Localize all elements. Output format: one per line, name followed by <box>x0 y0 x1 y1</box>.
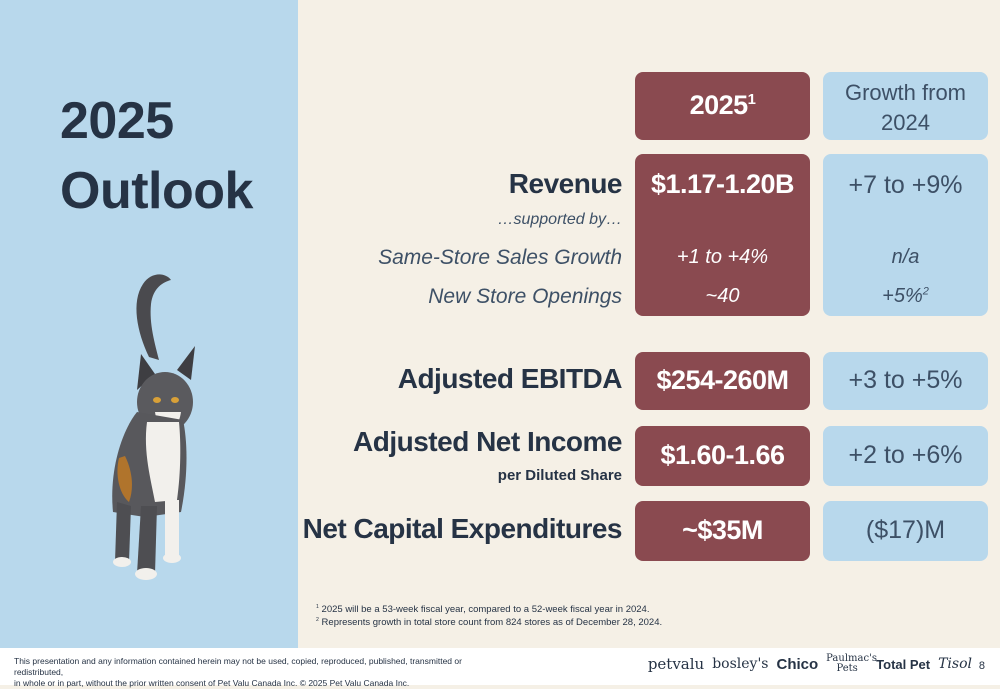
store-growth-footnote-marker: 2 <box>922 285 929 298</box>
disclaimer-line-2: in whole or in part, without the prior w… <box>14 678 410 688</box>
net-income-growth-box: +2 to +6% <box>823 426 988 486</box>
growth-header-line-2: 2024 <box>881 110 930 135</box>
revenue-growth-box: +7 to +9% n/a +5%2 <box>823 154 988 316</box>
year-header-box: 20251 <box>635 72 810 140</box>
growth-header-line-1: Growth from <box>844 80 967 105</box>
title-line-1: 2025 <box>60 92 174 150</box>
brand-bosleys-logo: bosley's <box>712 656 769 672</box>
brand-totalpet-logo: Total Pet <box>876 656 931 672</box>
page-title: 2025 Outlook <box>60 86 253 226</box>
disclaimer-line-1: This presentation and any information co… <box>14 656 462 677</box>
supported-by-label: …supported by… <box>497 211 622 228</box>
footer <box>0 648 1000 685</box>
net-income-sublabel: per Diluted Share <box>497 467 622 484</box>
year-header: 20251 <box>635 90 810 121</box>
capex-value: ~$35M <box>682 515 763 545</box>
cat-photo <box>112 274 195 580</box>
capex-growth: ($17)M <box>865 516 946 544</box>
revenue-value: $1.17-1.20B <box>650 169 795 199</box>
footnote-2-text: Represents growth in total store count f… <box>321 617 663 628</box>
revenue-growth: +7 to +9% <box>848 171 963 199</box>
ebitda-value: $254-260M <box>656 365 789 395</box>
page-number: 8 <box>978 660 985 672</box>
revenue-label: Revenue <box>508 168 623 199</box>
store-openings-value: ~40 <box>705 285 740 307</box>
capex-value-box: ~$35M <box>635 501 810 561</box>
brand-logos: petvalu bosley's Chico Paulmac's Pets To… <box>648 654 972 674</box>
footnote-2-marker: 2 <box>316 616 319 623</box>
ebitda-growth: +3 to +5% <box>848 366 963 394</box>
brand-chico-logo: Chico <box>776 655 819 673</box>
net-income-label: Adjusted Net Income <box>353 426 622 457</box>
disclaimer: This presentation and any information co… <box>14 656 474 689</box>
store-openings-label: New Store Openings <box>428 285 622 308</box>
sssg-value: +1 to +4% <box>676 246 769 268</box>
footnote-2: 2 Represents growth in total store count… <box>316 617 662 628</box>
ebitda-growth-box: +3 to +5% <box>823 352 988 410</box>
net-income-growth: +2 to +6% <box>848 441 963 469</box>
footnote-1-marker: 1 <box>316 603 319 610</box>
growth-header-box: Growth from 2024 <box>823 72 988 140</box>
store-growth-text: +5% <box>882 285 923 307</box>
capex-label: Net Capital Expenditures <box>302 513 623 544</box>
net-income-value-box: $1.60-1.66 <box>635 426 810 486</box>
brand-petvalu-logo: petvalu <box>647 655 705 673</box>
sssg-label: Same-Store Sales Growth <box>378 246 622 269</box>
sssg-growth: n/a <box>891 246 920 268</box>
footnote-1: 1 2025 will be a 53-week fiscal year, co… <box>316 604 649 615</box>
ebitda-label: Adjusted EBITDA <box>397 363 623 394</box>
store-openings-growth: +5%2 <box>823 285 988 308</box>
net-income-value: $1.60-1.66 <box>660 440 785 470</box>
brand-paulmacs-logo: Paulmac's Pets <box>826 653 877 674</box>
capex-growth-box: ($17)M <box>823 501 988 561</box>
revenue-value-box: $1.17-1.20B +1 to +4% ~40 <box>635 154 810 316</box>
ebitda-value-box: $254-260M <box>635 352 810 410</box>
brand-tisol-logo: Tisol <box>938 656 972 672</box>
year-footnote-marker: 1 <box>747 92 756 108</box>
footnote-1-text: 2025 will be a 53-week fiscal year, comp… <box>321 604 650 615</box>
title-line-2: Outlook <box>60 162 253 220</box>
year-text: 2025 <box>689 90 749 120</box>
